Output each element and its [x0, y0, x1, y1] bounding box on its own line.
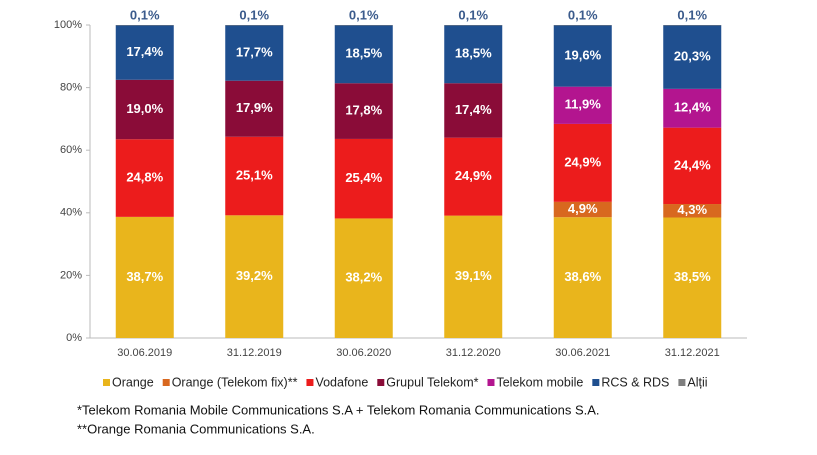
data-label: 17,7% [236, 44, 273, 59]
data-label: 0,1% [130, 7, 160, 22]
data-label: 4,9% [568, 201, 598, 216]
y-tick-label: 100% [54, 19, 82, 31]
legend-label: Orange (Telekom fix)** [172, 375, 298, 389]
data-label: 24,9% [564, 154, 601, 169]
bar-segment [115, 79, 174, 140]
data-label: 11,9% [565, 97, 602, 112]
data-label: 0,1% [458, 7, 488, 22]
bar-segment [115, 139, 174, 217]
bar-segment [553, 25, 612, 26]
data-label: 17,8% [345, 103, 382, 118]
legend-swatch [678, 379, 686, 386]
y-tick-label: 0% [66, 332, 82, 344]
data-label: 12,4% [674, 100, 711, 115]
bar-segment [334, 218, 393, 338]
x-tick-label: 31.12.2021 [665, 347, 720, 359]
data-label: 17,4% [455, 102, 492, 117]
bar-segment [444, 25, 503, 84]
legend-label: RCS & RDS [601, 375, 669, 389]
y-tick-label: 40% [60, 207, 82, 219]
bar-segment [225, 215, 284, 338]
data-label: 0,1% [677, 7, 707, 22]
data-label: 0,1% [568, 7, 598, 22]
data-label: 38,5% [674, 269, 711, 284]
bar-segment [663, 204, 722, 218]
bar-segment [444, 215, 503, 338]
bar-segment [663, 25, 722, 26]
legend-label: Alții [687, 375, 707, 389]
legend-swatch [487, 379, 495, 386]
data-label: 24,4% [674, 157, 711, 172]
bar-segment [444, 83, 503, 138]
data-label: 19,6% [564, 47, 601, 62]
data-label: 25,4% [345, 170, 382, 185]
x-tick-label: 30.06.2019 [117, 347, 172, 359]
data-label: 4,3% [677, 202, 707, 217]
legend-swatch [306, 379, 314, 386]
data-label: 0,1% [349, 7, 379, 22]
bar-segment [115, 25, 174, 80]
bar-segment [663, 88, 722, 128]
x-tick-label: 30.06.2020 [336, 347, 391, 359]
bar-segment [115, 216, 174, 338]
data-label: 18,5% [345, 46, 382, 61]
data-label: 38,7% [126, 269, 163, 284]
x-tick-label: 30.06.2021 [555, 347, 610, 359]
footnote: *Telekom Romania Mobile Communications S… [77, 402, 600, 417]
bar-segment [225, 80, 284, 137]
data-label: 25,1% [236, 167, 273, 182]
bar-segment [334, 83, 393, 139]
data-label: 39,2% [236, 268, 273, 283]
data-label: 19,0% [126, 101, 163, 116]
legend-label: Grupul Telekom* [386, 375, 478, 389]
data-label: 24,9% [455, 168, 492, 183]
bar-segment [334, 138, 393, 219]
bar-segment [334, 25, 393, 84]
data-label: 38,6% [564, 269, 601, 284]
bar-segment [225, 136, 284, 216]
bar-segment [553, 25, 612, 87]
bar-segment [663, 127, 722, 205]
bar-segment [115, 25, 174, 26]
data-label: 20,3% [674, 49, 711, 64]
bar-segment [553, 123, 612, 202]
bar-segment [444, 137, 503, 216]
y-tick-label: 20% [60, 269, 82, 281]
legend-swatch [592, 379, 600, 386]
y-tick-label: 80% [60, 82, 82, 94]
bar-segment [553, 217, 612, 338]
x-tick-label: 31.12.2020 [446, 347, 501, 359]
bar-segment [334, 25, 393, 26]
legend-label: Telekom mobile [496, 375, 583, 389]
legend-label: Orange [112, 375, 154, 389]
footnote: **Orange Romania Communications S.A. [77, 421, 315, 436]
data-label: 0,1% [239, 7, 269, 22]
data-label: 24,8% [126, 169, 163, 184]
data-label: 38,2% [345, 270, 382, 285]
data-label: 17,9% [236, 100, 273, 115]
legend-swatch [377, 379, 385, 386]
bar-segment [663, 217, 722, 338]
bar-segment [225, 25, 284, 81]
bar-segment [444, 25, 503, 26]
y-tick-label: 60% [60, 144, 82, 156]
bar-segment [663, 25, 722, 89]
bar-segment [553, 201, 612, 218]
data-label: 17,4% [126, 44, 163, 59]
legend-label: Vodafone [315, 375, 368, 389]
bar-segment [225, 25, 284, 26]
data-label: 18,5% [455, 46, 492, 61]
x-tick-label: 31.12.2019 [227, 347, 282, 359]
legend-swatch [103, 379, 110, 386]
bar-segment [553, 86, 612, 124]
legend-swatch [162, 379, 170, 386]
data-label: 39,1% [455, 268, 492, 283]
